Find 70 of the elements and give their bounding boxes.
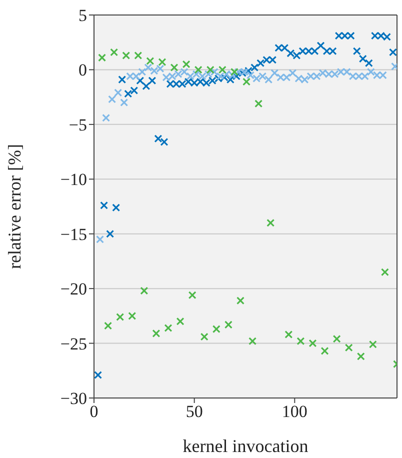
point (182, 60, 190, 68)
point (120, 98, 128, 107)
point (170, 64, 178, 72)
point (316, 42, 325, 50)
point (248, 337, 257, 346)
point (140, 286, 148, 295)
point (138, 68, 146, 76)
point (98, 54, 106, 62)
point (194, 66, 202, 74)
point (104, 322, 112, 330)
point (388, 48, 397, 56)
point (266, 218, 275, 227)
x-tick-label: 50 (186, 402, 203, 422)
y-tick-label: −20 (60, 280, 87, 299)
point (358, 54, 367, 63)
point (344, 344, 353, 352)
point (102, 114, 110, 122)
point (356, 352, 365, 360)
y-tick-label: −10 (60, 170, 87, 190)
point (270, 68, 279, 77)
point (142, 82, 150, 90)
point (308, 339, 317, 348)
point (148, 76, 156, 85)
point (212, 325, 220, 334)
point (146, 56, 154, 65)
point (206, 66, 214, 74)
point (254, 100, 263, 108)
point (236, 296, 244, 305)
point (152, 329, 160, 338)
point (380, 268, 389, 276)
point (188, 291, 196, 300)
point (136, 76, 144, 85)
y-tick-label: −15 (60, 224, 87, 244)
point (176, 317, 184, 326)
point (224, 320, 232, 329)
point (96, 235, 104, 244)
y-tick-label: −25 (60, 334, 87, 354)
point (320, 346, 329, 355)
point (110, 48, 118, 56)
point (94, 371, 102, 380)
point (118, 76, 126, 84)
point (116, 313, 124, 322)
point (128, 312, 136, 320)
point (134, 51, 142, 60)
x-axis-title: kernel invocation (182, 436, 308, 456)
point (122, 51, 130, 60)
point (230, 68, 238, 76)
point (200, 332, 208, 341)
point (114, 88, 122, 97)
point (364, 59, 373, 68)
point (158, 58, 166, 66)
point (242, 78, 251, 86)
y-axis-title: relative error [%] (4, 144, 24, 269)
x-tick-label: 100 (282, 402, 308, 422)
point (296, 337, 305, 346)
point (218, 66, 226, 74)
point (352, 47, 361, 56)
y-tick-label: 0 (78, 60, 87, 80)
y-tick-label: −5 (68, 115, 87, 134)
point (100, 201, 108, 210)
point (288, 68, 297, 77)
y-tick-label: −30 (60, 389, 87, 408)
point (112, 204, 120, 212)
y-tick-label: 5 (78, 6, 87, 26)
point (106, 230, 114, 238)
point (332, 334, 341, 343)
point (368, 340, 377, 348)
point (164, 324, 172, 332)
point (284, 330, 293, 339)
point (108, 95, 116, 104)
